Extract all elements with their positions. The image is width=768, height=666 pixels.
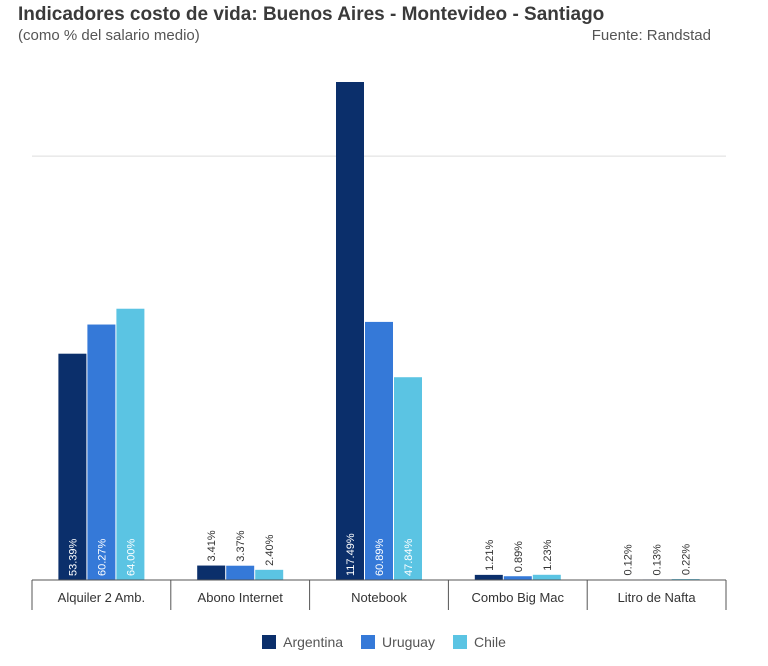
data-label: 1.23% bbox=[542, 539, 554, 570]
bar-argentina bbox=[474, 574, 503, 580]
bar-chile bbox=[394, 377, 422, 580]
chart-title: Indicadores costo de vida: Buenos Aires … bbox=[18, 4, 605, 25]
chart-subtitle: (como % del salario medio) bbox=[18, 27, 200, 44]
x-tick-label: Litro de Nafta bbox=[618, 590, 697, 605]
data-label: 0.12% bbox=[623, 544, 635, 575]
bar-chile bbox=[116, 308, 145, 580]
bar-argentina bbox=[58, 353, 87, 580]
bar-chart: 53.39% 60.27% 64.00% Alquiler 2 Amb. 3.41% 3.… bbox=[31, 82, 727, 610]
data-label: 2.40% bbox=[264, 534, 276, 565]
legend-label-chile: Chile bbox=[473, 634, 506, 650]
x-tick-label: Notebook bbox=[351, 590, 407, 605]
legend-item-chile: Chile bbox=[452, 634, 506, 650]
bar-uruguay bbox=[503, 576, 532, 580]
data-label: 3.37% bbox=[235, 530, 247, 561]
bar-argentina bbox=[336, 82, 364, 580]
chart-source: Fuente: Randstad bbox=[591, 27, 711, 44]
x-tick-label: Alquiler 2 Amb. bbox=[58, 590, 145, 605]
data-label: 1.21% bbox=[484, 539, 496, 570]
data-label: 47.84% bbox=[403, 538, 415, 576]
legend-swatch-uruguay bbox=[361, 635, 376, 649]
x-tick-label: Abono Internet bbox=[198, 590, 284, 605]
legend-item-uruguay: Uruguay bbox=[361, 634, 435, 650]
data-label: 0.89% bbox=[513, 541, 525, 572]
data-label: 117.49% bbox=[345, 533, 357, 576]
data-label: 0.13% bbox=[652, 544, 664, 575]
legend-item-argentina: Argentina bbox=[262, 634, 343, 650]
data-label: 53.39% bbox=[67, 538, 79, 576]
data-label: 0.22% bbox=[681, 544, 693, 575]
legend-swatch-chile bbox=[452, 635, 467, 649]
bar-uruguay bbox=[226, 565, 255, 580]
data-label: 3.41% bbox=[206, 530, 218, 561]
bar-uruguay bbox=[87, 324, 116, 580]
legend: Argentina Uruguay Chile bbox=[0, 634, 768, 650]
data-label: 60.89% bbox=[374, 538, 386, 576]
bar-argentina bbox=[197, 565, 226, 580]
legend-label-argentina: Argentina bbox=[283, 634, 344, 650]
bar-uruguay bbox=[365, 321, 393, 580]
x-tick-label: Combo Big Mac bbox=[472, 590, 565, 605]
data-label: 60.27% bbox=[96, 538, 108, 576]
bar-chile bbox=[532, 574, 561, 580]
bar-chile bbox=[255, 569, 284, 580]
data-label: 64.00% bbox=[125, 538, 137, 576]
legend-label-uruguay: Uruguay bbox=[382, 634, 435, 650]
legend-swatch-argentina bbox=[262, 635, 277, 649]
